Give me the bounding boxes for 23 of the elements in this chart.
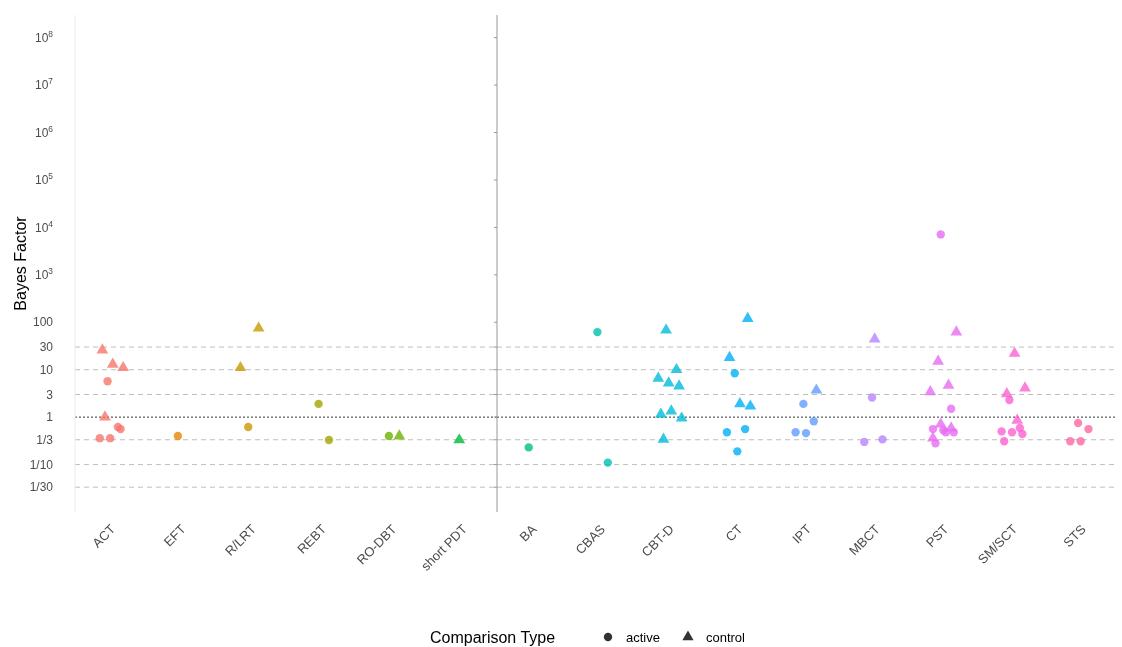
y-tick-label: 1/10 (29, 457, 54, 472)
text: active (626, 629, 660, 645)
y-axis-title: Bayes Factor (12, 215, 29, 311)
y-tick-label: 10$^{3}$ (34, 266, 54, 283)
y-tick-label: 10$^{4}$ (34, 218, 54, 235)
y-tick-label: 100 (32, 315, 54, 330)
y-tick-label: 10$^{8}$ (34, 28, 54, 45)
y-tick-label: 10 (39, 362, 54, 377)
y-tick-label: 1 (46, 410, 54, 425)
y-tick-label: 30 (39, 340, 54, 355)
x-tick-label: STS (1060, 521, 1090, 551)
x-tick-label: IPT (789, 521, 815, 547)
x-tick-label: CT (722, 521, 746, 545)
legend-title: Comparison Type (430, 628, 556, 646)
text: control (705, 629, 746, 645)
x-tick-label: BA (516, 521, 540, 545)
y-tick-label: 10$^{7}$ (34, 76, 54, 93)
y-tick-label: 10$^{6}$ (34, 123, 54, 140)
x-tick-label: EFT (160, 521, 189, 550)
y-tick-label: 1/3 (36, 432, 54, 447)
y-tick-label: 3 (46, 387, 54, 402)
y-tick-label: 10$^{5}$ (34, 171, 54, 188)
y-tick-label: 1/30 (29, 480, 54, 495)
